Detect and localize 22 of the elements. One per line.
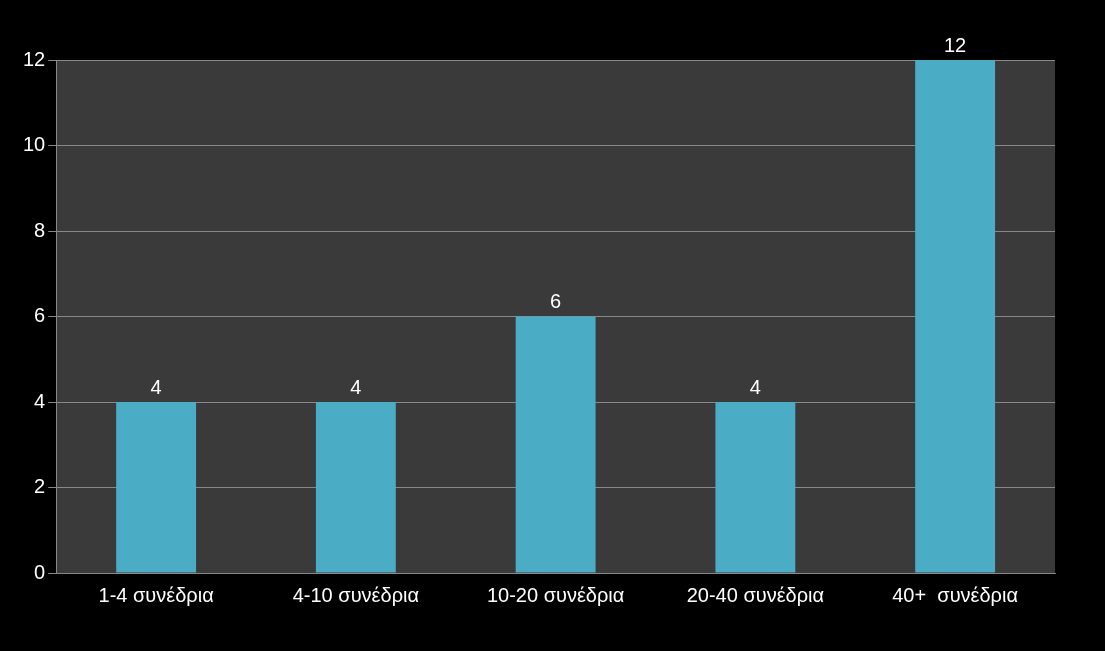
data-label: 4: [150, 375, 162, 398]
data-label: 6: [550, 290, 562, 313]
y-tick-label: 6: [34, 304, 46, 327]
x-tick-label: 20-40 συνέδρια: [686, 583, 825, 606]
x-tick-label: 4-10 συνέδρια: [292, 583, 420, 606]
y-tick-label: 12: [23, 47, 46, 70]
x-tick-label: 10-20 συνέδρια: [486, 583, 625, 606]
y-tick-label: 10: [23, 133, 46, 156]
y-tick-label: 4: [34, 389, 46, 412]
y-tick-label: 2: [34, 475, 46, 498]
bar: [315, 402, 396, 573]
bar: [116, 402, 197, 573]
x-tick-label: 1-4 συνέδρια: [98, 583, 214, 606]
bar: [915, 60, 996, 573]
y-tick-label: 8: [34, 218, 46, 241]
data-label: 12: [944, 33, 967, 56]
y-tick-label: 0: [34, 560, 46, 583]
data-label: 4: [749, 375, 761, 398]
bar: [515, 316, 596, 573]
data-label: 4: [350, 375, 362, 398]
x-tick-label: 40+ συνέδρια: [892, 583, 1019, 606]
bar: [715, 402, 796, 573]
